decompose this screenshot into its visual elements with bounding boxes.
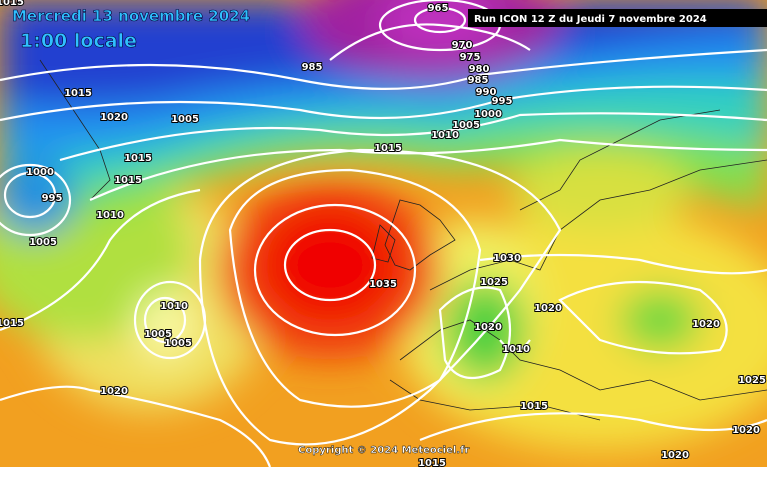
isobar-label: 1035 — [369, 279, 397, 290]
isobar-label: 1015 — [520, 401, 548, 412]
isobar-label: 1015 — [418, 458, 446, 469]
isobar-label: 1020 — [692, 319, 720, 330]
isobar-label: 1005 — [171, 114, 199, 125]
isobar-label: 1005 — [29, 237, 57, 248]
isobar-label: 1000 — [26, 167, 54, 178]
isobar-label: 1025 — [738, 375, 766, 386]
isobar-label: 1005 — [452, 120, 480, 131]
isobar-label: 990 — [476, 87, 497, 98]
isobar-label: 1020 — [732, 425, 760, 436]
isobar-label: 970 — [452, 40, 473, 51]
isobar-label: 1015 — [124, 153, 152, 164]
isobar-label: 1005 — [144, 329, 172, 340]
isobar-label: 1020 — [100, 112, 128, 123]
isobar-label: 1015 — [0, 318, 24, 329]
isobar-label: 980 — [469, 64, 490, 75]
isobar-label: 1015 — [114, 175, 142, 186]
bottom-strip — [0, 467, 767, 477]
isobar-label: 975 — [460, 52, 481, 63]
run-info: Run ICON 12 Z du Jeudi 7 novembre 2024 — [474, 14, 707, 25]
isobar-label: 985 — [302, 62, 323, 73]
isobar-label: 995 — [42, 193, 63, 204]
map-date: Mercredi 13 novembre 2024 — [12, 7, 250, 25]
isobar-label: 1020 — [100, 386, 128, 397]
isobar-label: 1005 — [164, 338, 192, 349]
isobar-label: 1010 — [502, 344, 530, 355]
isobar-label: 1010 — [96, 210, 124, 221]
isobar-label: 1025 — [480, 277, 508, 288]
isobar-label: 1020 — [661, 450, 689, 461]
isobar-label: 1020 — [534, 303, 562, 314]
isobar-label: 1010 — [160, 301, 188, 312]
isobar-label: 985 — [468, 75, 489, 86]
isobar-label: 995 — [492, 96, 513, 107]
isobar-label: 1015 — [374, 143, 402, 154]
isobar-label: 1015 — [64, 88, 92, 99]
isobar-label: 1030 — [493, 253, 521, 264]
isobar-label: 1000 — [474, 109, 502, 120]
isobar-label: 1010 — [431, 130, 459, 141]
map-time: 1:00 locale — [20, 30, 137, 52]
run-banner — [468, 9, 767, 27]
isobar-label: 1020 — [474, 322, 502, 333]
isobar-label: 1015 — [0, 0, 24, 8]
pressure-field — [0, 0, 767, 467]
copyright: Copyright © 2024 Meteociel.fr — [298, 445, 469, 456]
isobar-label: 965 — [428, 3, 449, 14]
